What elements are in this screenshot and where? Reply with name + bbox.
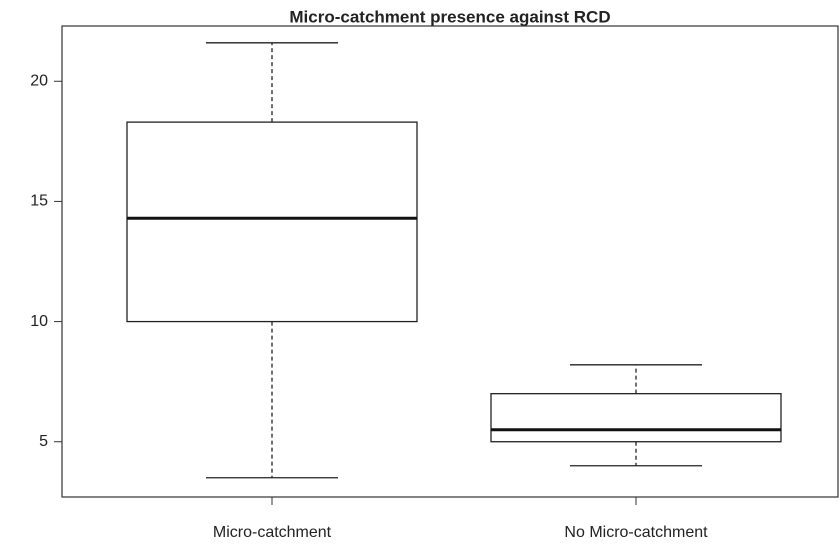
y-tick-label: 5 — [39, 433, 48, 450]
x-tick-label: Micro-catchment — [213, 524, 332, 541]
y-tick-label: 20 — [30, 72, 48, 89]
plot-frame — [61, 25, 839, 498]
x-tick-label: No Micro-catchment — [564, 524, 708, 541]
box — [490, 393, 782, 443]
y-tick-label: 15 — [30, 193, 48, 210]
chart-title: Micro-catchment presence against RCD — [289, 7, 610, 26]
box — [126, 121, 418, 323]
y-tick-label: 10 — [30, 313, 48, 330]
